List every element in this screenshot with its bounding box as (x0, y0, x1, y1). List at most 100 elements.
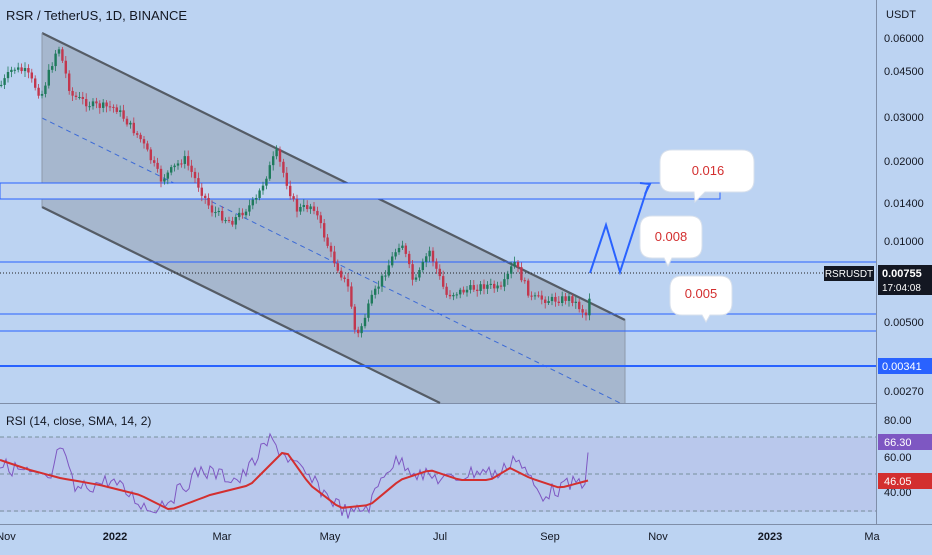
time-label: Sep (540, 531, 560, 543)
time-label: 2022 (103, 531, 127, 543)
candle-body (309, 206, 312, 210)
candle-body (445, 286, 448, 295)
candle-body (176, 163, 180, 166)
candle-body (350, 286, 353, 307)
candle-body (170, 167, 173, 173)
candle-body (255, 198, 258, 200)
candle-body (289, 185, 292, 197)
candle-body (442, 276, 445, 287)
candle-body (173, 165, 176, 168)
candle-body (292, 196, 295, 200)
candle-body (190, 165, 193, 172)
candle-body (159, 168, 163, 182)
candle-body (51, 66, 54, 70)
candle-body (156, 162, 159, 169)
callout-0005[interactable]: 0.005 (669, 275, 733, 324)
candle-body (387, 265, 390, 276)
candle-body (81, 96, 84, 99)
candle-body (47, 69, 50, 86)
candle-body (465, 289, 469, 293)
candle-body (30, 72, 33, 79)
candle-body (265, 178, 268, 186)
candle-body (125, 118, 129, 125)
candle-body (479, 284, 482, 291)
price-tick: 0.02000 (884, 156, 924, 168)
candle-body (210, 205, 214, 213)
candle-body (384, 275, 387, 277)
candle-body (285, 172, 288, 186)
candle-body (20, 67, 23, 72)
candle-body (268, 165, 271, 179)
candle-body (224, 220, 227, 222)
candle-body (217, 210, 220, 213)
candle-body (503, 279, 506, 287)
candle-body (34, 78, 37, 88)
candle-body (251, 199, 254, 206)
candle-body (306, 205, 309, 210)
callout-0005-label: 0.005 (685, 286, 718, 301)
candle-body (343, 277, 346, 280)
price-tick: 0.04500 (884, 66, 924, 78)
candle-body (238, 212, 241, 218)
time-label: Jul (433, 531, 447, 543)
candle-body (105, 102, 108, 107)
candle-body (523, 280, 526, 282)
candle-body (275, 149, 278, 157)
last-price-badge (878, 265, 932, 295)
candle-body (411, 264, 414, 280)
candle-body (476, 289, 479, 291)
candle-body (153, 160, 156, 163)
projection-arrowhead (639, 182, 652, 195)
time-axis[interactable] (0, 524, 932, 550)
candle-body (180, 163, 183, 165)
candle-body (431, 250, 435, 262)
candle-body (108, 106, 112, 108)
support-value: 0.00341 (882, 361, 922, 373)
candle-body (163, 178, 166, 182)
candle-body (278, 149, 282, 162)
rsi-title[interactable]: RSI (14, close, SMA, 14, 2) (6, 414, 151, 428)
candle-body (408, 253, 411, 265)
candle-body (132, 122, 135, 134)
chart-title[interactable]: RSR / TetherUS, 1D, BINANCE (6, 8, 187, 23)
candle-body (61, 49, 64, 61)
candle-body (353, 306, 356, 330)
candle-body (234, 217, 237, 225)
candle-body (401, 245, 404, 248)
candle-body (102, 102, 105, 108)
candle-body (520, 267, 523, 281)
candle-body (329, 245, 333, 252)
candle-body (193, 171, 197, 179)
candle-body (540, 295, 543, 300)
callout-0008[interactable]: 0.008 (639, 215, 703, 268)
candle-body (374, 288, 377, 295)
candle-body (584, 312, 588, 316)
candle-body (149, 149, 152, 161)
candle-body (187, 156, 190, 166)
rsi-value-badge (878, 434, 932, 450)
callout-0016[interactable]: 0.016 (659, 149, 755, 204)
time-label: Nov (648, 531, 668, 543)
candle-body (578, 301, 581, 310)
candle-body (516, 262, 520, 268)
candle-body (272, 156, 275, 166)
candle-body (316, 210, 319, 216)
time-label: Ma (864, 531, 880, 543)
candle-body (363, 317, 367, 327)
candle-body (421, 261, 424, 271)
time-label: May (320, 531, 341, 543)
price-tick: 0.03000 (884, 112, 924, 124)
candle-body (326, 237, 329, 246)
candle-body (231, 220, 234, 225)
price-tick: 0.01400 (884, 198, 924, 210)
candle-body (506, 273, 509, 280)
candle-body (499, 285, 503, 287)
candle-body (261, 185, 265, 191)
candle-body (13, 69, 16, 71)
price-tick: 0.06000 (884, 33, 924, 45)
candlestick-series (0, 46, 591, 338)
symbol-badge (824, 266, 874, 281)
candle-body (183, 156, 186, 164)
